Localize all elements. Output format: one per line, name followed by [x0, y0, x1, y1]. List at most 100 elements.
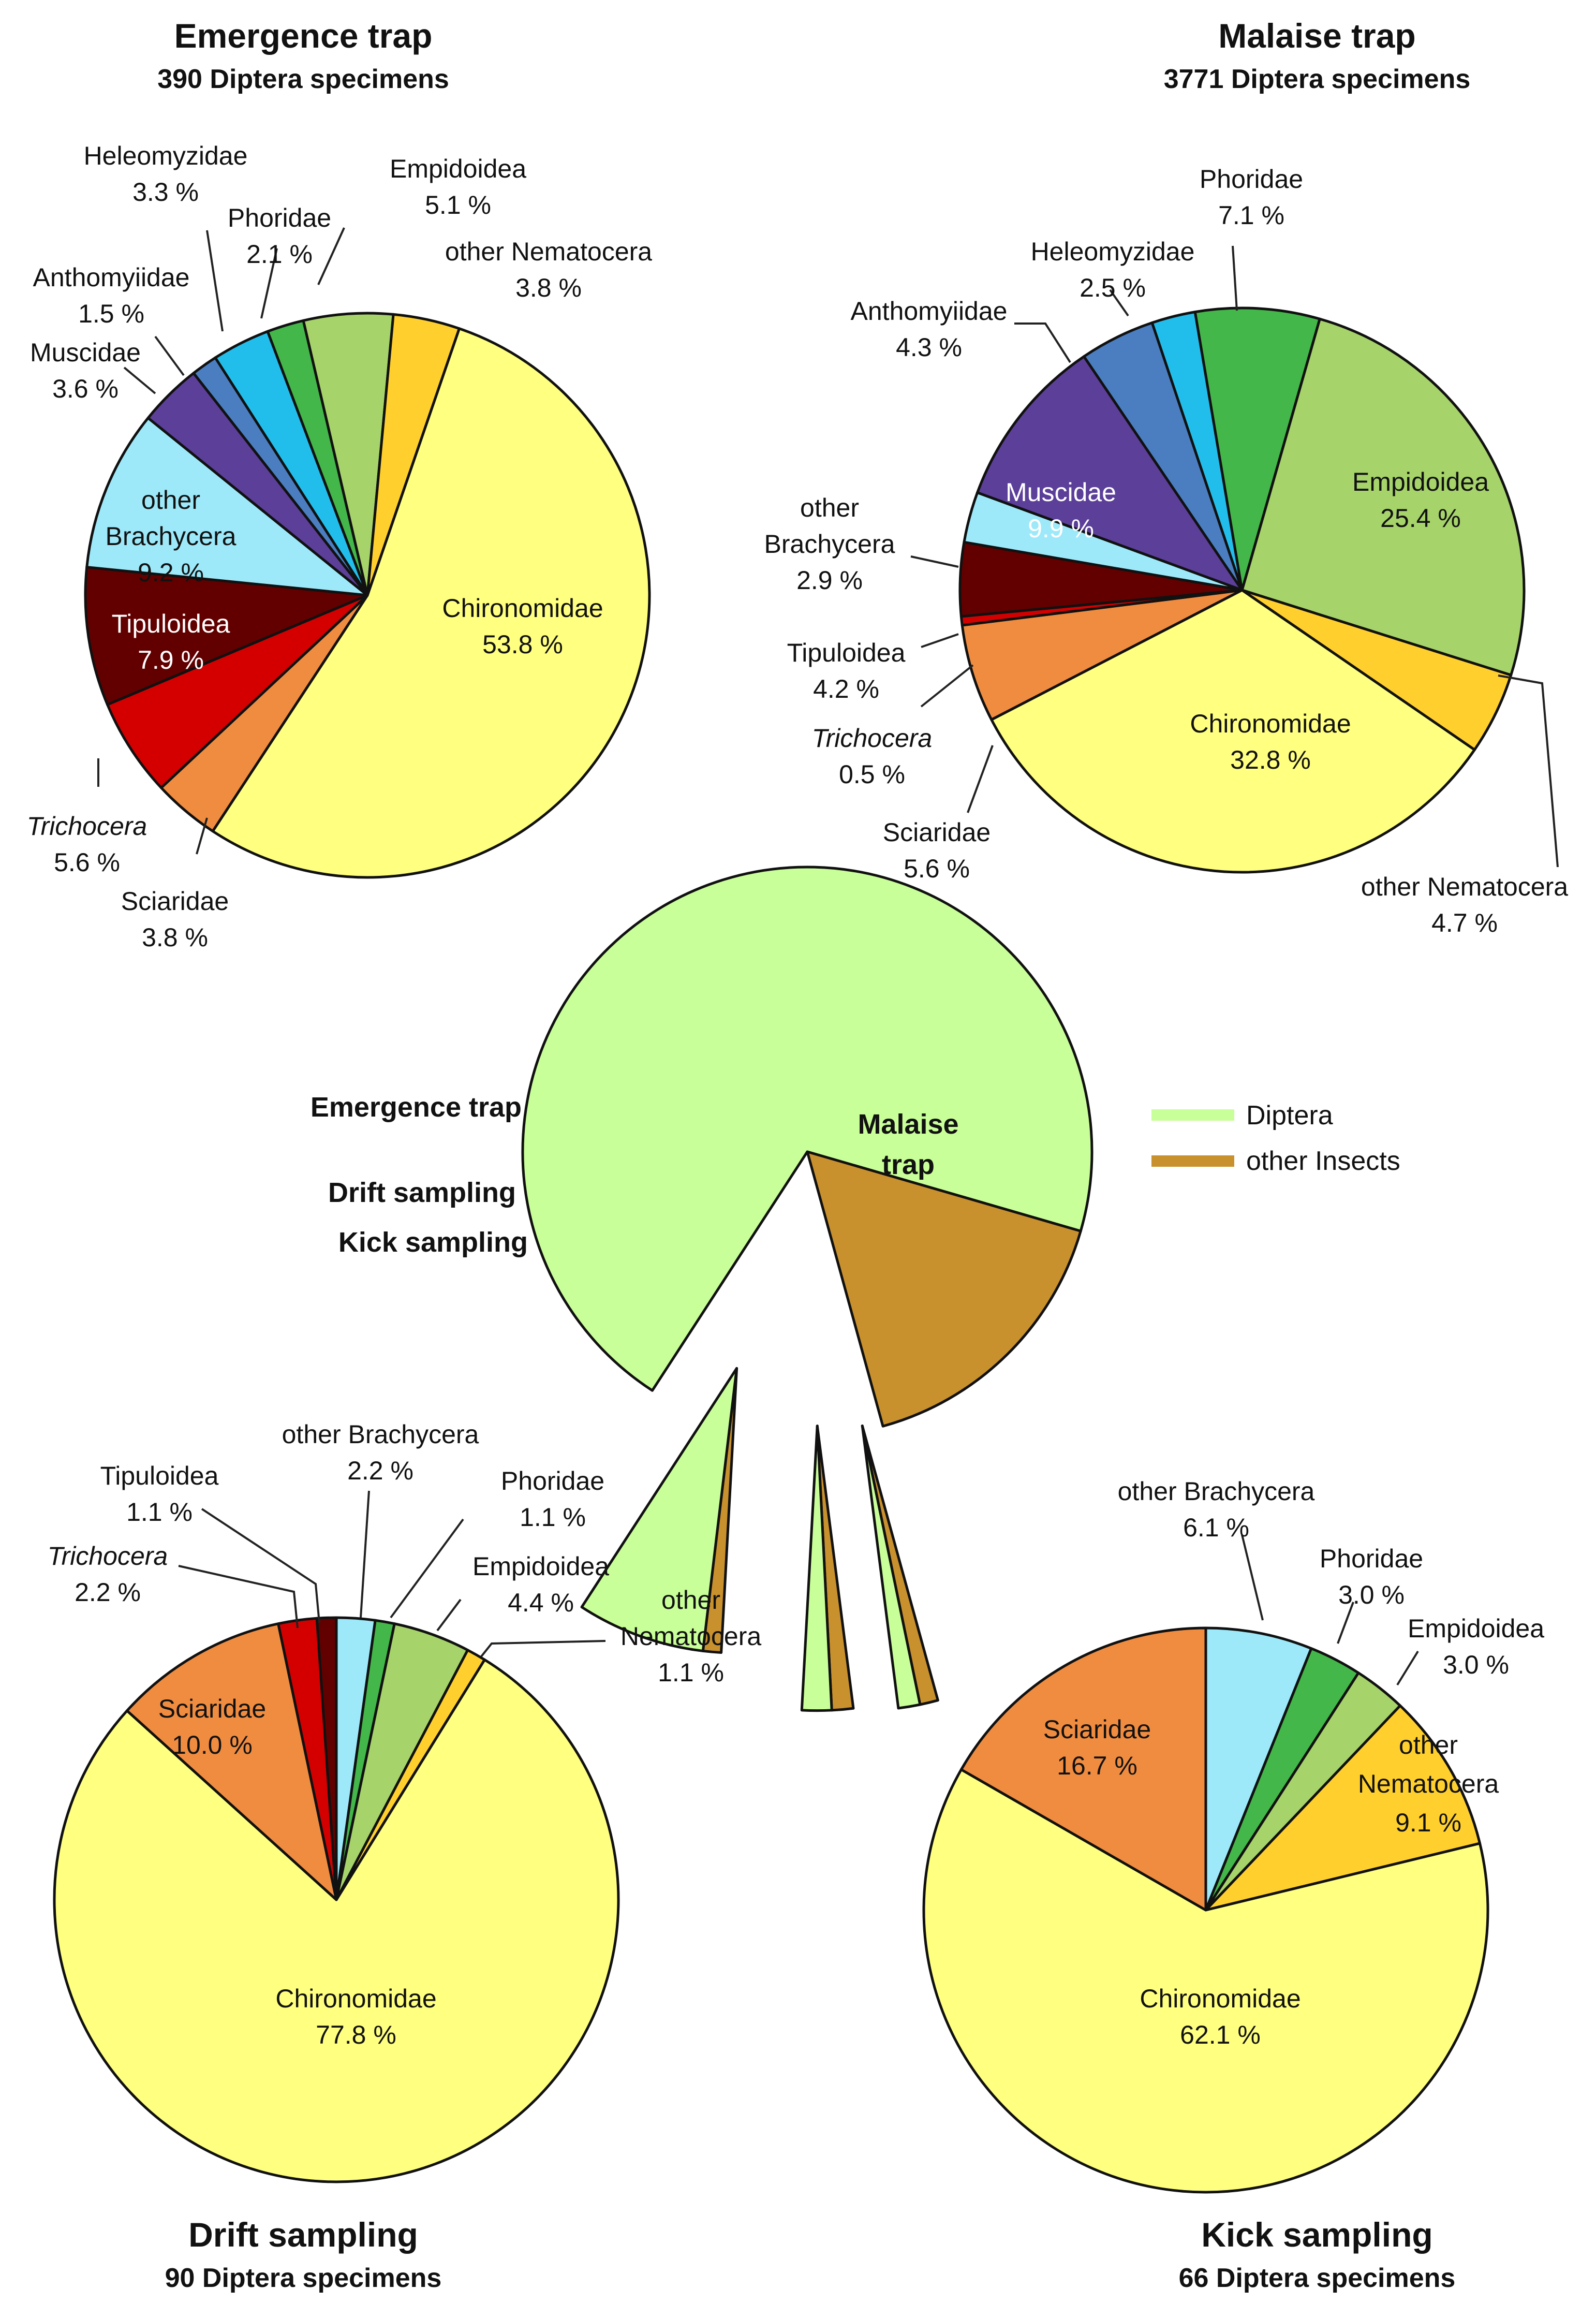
kick-sampling-chart: other Brachycera 6.1 % Phoridae 3.0 % Em… [922, 1477, 1544, 2293]
legend-swatch-diptera [1151, 1109, 1234, 1121]
label-trichocera: Trichocera [27, 812, 147, 841]
slice-chironomidae [53, 1658, 620, 2183]
label-other-nematocera: other Nematocera [445, 237, 652, 266]
label-other-brachycera: other Brachycera [282, 1420, 479, 1449]
malaise-labels: Empidoidea 25.4 % other Nematocera 4.7 %… [764, 165, 1569, 937]
value-chironomidae: 77.8 % [316, 2020, 396, 2049]
value-phoridae: 3.0 % [1338, 1580, 1405, 1609]
emergence-subtitle: 390 Diptera specimens [157, 64, 449, 94]
drift-pie [53, 1616, 620, 2183]
slice-chironomidae [211, 327, 651, 879]
label-other-nematocera-2: Nematocera [620, 1622, 762, 1651]
label-empidoidea: Empidoidea [1408, 1614, 1544, 1643]
legend-label-diptera: Diptera [1246, 1101, 1333, 1131]
label-sciaridae: Sciaridae [1043, 1715, 1151, 1744]
value-empidoidea: 3.0 % [1443, 1650, 1509, 1679]
malaise-leaders [910, 245, 1559, 868]
label-muscidae: Muscidae [1006, 478, 1116, 507]
label-empidoidea: Empidoidea [1352, 467, 1489, 496]
label-phoridae: Phoridae [1200, 165, 1303, 194]
value-other-nematocera: 1.1 % [658, 1658, 724, 1687]
overview-pie [521, 865, 1093, 1712]
slice-chironomidae [922, 1768, 1489, 2194]
value-tipuloidea: 1.1 % [126, 1498, 193, 1527]
slice-sciaridae [125, 1622, 338, 1901]
slice-kick-sampling-diptera [861, 1424, 922, 1710]
drift-sampling-chart: other Brachycera 2.2 % Phoridae 1.1 % Em… [48, 1420, 762, 2293]
value-other-brachycera: 2.2 % [347, 1456, 413, 1485]
value-chironomidae: 32.8 % [1230, 745, 1311, 774]
value-trichocera: 5.6 % [54, 848, 120, 877]
value-trichocera: 0.5 % [839, 760, 905, 789]
label-other-nematocera-1: other [1399, 1730, 1458, 1759]
label-heleomyzidae: Heleomyzidae [1031, 237, 1195, 266]
slice-other-brachycera [1204, 1626, 1313, 1912]
label-other-nematocera: other Nematocera [1361, 872, 1568, 901]
value-muscidae: 9.9 % [1028, 514, 1094, 543]
kick-leaders [1241, 1534, 1419, 1686]
kick-title: Kick sampling [1201, 2216, 1432, 2254]
value-phoridae: 1.1 % [520, 1503, 586, 1532]
emergence-trap-chart: Emergence trap 390 Diptera specimens Chi… [27, 17, 653, 952]
emergence-pie [84, 312, 651, 879]
slice-chironomidae [990, 589, 1476, 874]
value-sciaridae: 5.6 % [904, 854, 970, 883]
label-anthomyiidae: Anthomyiidae [33, 263, 190, 292]
emergence-leaders [97, 227, 345, 855]
label-empidoidea: Empidoidea [472, 1552, 609, 1581]
label-chironomidae: Chironomidae [1190, 709, 1351, 738]
emergence-title: Emergence trap [174, 17, 433, 55]
label-other-nematocera-1: other [661, 1586, 720, 1615]
label-heleomyzidae: Heleomyzidae [84, 141, 248, 170]
kick-pie [922, 1626, 1489, 2194]
label-tipuloidea: Tipuloidea [787, 638, 906, 667]
label-sciaridae: Sciaridae [121, 887, 229, 916]
kick-subtitle: 66 Diptera specimens [1179, 2263, 1456, 2293]
slice-other-nematocera [1240, 589, 1513, 751]
overview-label-drift: Drift sampling [328, 1177, 516, 1208]
slice-malaise-trap-diptera [521, 865, 1093, 1392]
slice-phoridae [1193, 306, 1321, 592]
label-other-brachycera-1: other [800, 493, 859, 522]
label-tipuloidea: Tipuloidea [100, 1461, 219, 1490]
value-sciaridae: 3.8 % [142, 923, 208, 952]
slice-muscidae [976, 355, 1244, 592]
legend-swatch-other-insects [1151, 1155, 1234, 1167]
slice-trichocera [106, 594, 369, 789]
overview-chart: Malaise trap Emergence trap Drift sampli… [311, 865, 1400, 1712]
overview-label-emergence: Emergence trap [311, 1092, 522, 1123]
label-trichocera: Trichocera [48, 1542, 168, 1571]
value-other-brachycera: 9.2 % [138, 558, 204, 587]
value-empidoidea: 25.4 % [1380, 504, 1461, 533]
slice-tipuloidea [84, 566, 369, 706]
label-other-brachycera-2: Brachycera [764, 530, 895, 559]
value-phoridae: 2.1 % [246, 240, 313, 269]
value-other-nematocera: 4.7 % [1431, 908, 1498, 937]
label-trichocera: Trichocera [812, 724, 932, 753]
kick-labels: other Brachycera 6.1 % Phoridae 3.0 % Em… [1043, 1477, 1544, 2049]
label-chironomidae: Chironomidae [275, 1984, 436, 2013]
slice-empidoidea [1240, 317, 1526, 677]
overview-center-label-1: Malaise [858, 1109, 958, 1140]
slice-malaise-trap-other-insects [806, 1150, 1082, 1428]
value-tipuloidea: 7.9 % [138, 645, 204, 674]
slice-drift-sampling-diptera [800, 1425, 833, 1712]
value-anthomyiidae: 1.5 % [78, 299, 144, 328]
label-phoridae: Phoridae [501, 1466, 604, 1495]
label-phoridae: Phoridae [1320, 1544, 1423, 1573]
label-muscidae: Muscidae [30, 338, 141, 367]
overview-label-kick: Kick sampling [338, 1227, 528, 1258]
label-other-nematocera-2: Nematocera [1358, 1769, 1499, 1798]
overview-center-label-2: trap [882, 1149, 935, 1180]
slice-emergence-trap-diptera [580, 1367, 738, 1652]
label-sciaridae: Sciaridae [158, 1694, 266, 1723]
label-empidoidea: Empidoidea [390, 154, 526, 183]
malaise-subtitle: 3771 Diptera specimens [1164, 64, 1471, 94]
value-tipuloidea: 4.2 % [813, 674, 879, 703]
emergence-labels: Chironomidae 53.8 % Sciaridae 3.8 % Tric… [27, 141, 653, 952]
label-tipuloidea: Tipuloidea [112, 609, 230, 638]
slice-sciaridae [959, 1626, 1207, 1912]
malaise-pie [958, 306, 1526, 874]
label-chironomidae: Chironomidae [442, 594, 603, 623]
